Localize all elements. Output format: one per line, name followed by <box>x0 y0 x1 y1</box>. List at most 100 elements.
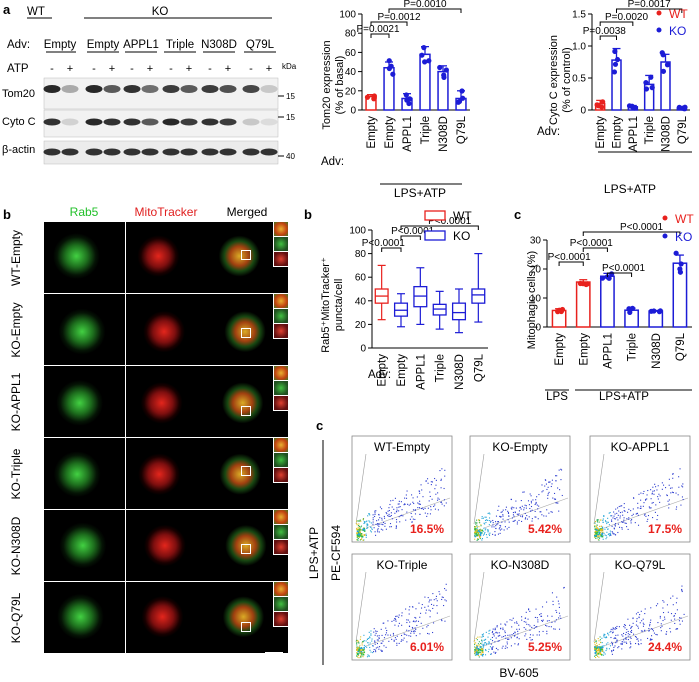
flow-event <box>440 501 442 503</box>
band <box>61 148 79 156</box>
cytoc-group-label: LPS+ATP <box>604 182 656 196</box>
flow-event <box>610 636 612 639</box>
box-ytick-label: 100 <box>349 226 366 237</box>
flow-event <box>546 509 548 511</box>
flow-event <box>634 635 637 638</box>
flow-event <box>635 642 637 645</box>
flow-event <box>492 519 494 522</box>
flow-event <box>596 521 599 523</box>
flow-event <box>359 535 362 537</box>
flow-event <box>681 590 683 593</box>
flow-event <box>417 507 419 509</box>
flow-event <box>550 485 552 488</box>
flow-event <box>475 652 478 654</box>
flow-event <box>508 515 510 517</box>
band <box>85 148 103 156</box>
flow-event <box>609 533 611 536</box>
atp-sign: - <box>130 63 134 75</box>
flow-event <box>356 520 358 522</box>
flow-event <box>508 638 510 640</box>
flow-event <box>382 529 384 531</box>
band <box>162 118 180 126</box>
flow-event <box>387 634 389 636</box>
band <box>103 85 121 93</box>
flow-event <box>523 507 525 509</box>
flow-event <box>408 625 411 628</box>
flow-event <box>436 600 438 602</box>
flow-event <box>535 608 537 610</box>
flow-event <box>497 640 499 642</box>
flow-event <box>442 596 444 599</box>
flow-event <box>365 521 367 523</box>
flow-event <box>383 515 385 518</box>
flow-event <box>598 536 600 538</box>
mitophagic-bar-chart: Mitophagic cells (%) LPS LPS+ATP 0102030… <box>526 222 692 403</box>
flow-event <box>632 497 635 499</box>
flow-event <box>615 508 617 510</box>
flow-event <box>650 635 653 637</box>
flow-event <box>358 520 360 522</box>
adv-group-1: Empty <box>87 39 120 51</box>
flow-event <box>603 532 605 534</box>
flow-event <box>514 643 516 645</box>
flow-event <box>436 499 439 501</box>
flow-event <box>382 622 384 624</box>
flow-event <box>359 519 361 521</box>
flow-event <box>498 632 500 634</box>
flow-event <box>398 506 400 508</box>
flow-event <box>385 627 387 629</box>
flow-event <box>403 504 405 506</box>
flow-event <box>365 533 367 535</box>
flow-event <box>424 596 426 598</box>
flow-event <box>489 521 492 523</box>
flow-event <box>507 512 510 514</box>
flow-event <box>407 619 409 621</box>
flow-event <box>377 528 379 530</box>
flow-event <box>662 619 664 622</box>
tom20-ylabel-line1: Tom20 expression <box>321 40 333 129</box>
flow-event <box>388 509 390 512</box>
flow-event <box>504 623 506 625</box>
flow-event <box>395 638 397 640</box>
flow-event <box>476 529 478 531</box>
flow-event <box>395 527 397 529</box>
merged-inset <box>273 381 288 396</box>
flow-event <box>497 635 499 637</box>
tom20-point <box>455 99 461 105</box>
flow-event <box>599 639 601 641</box>
flow-event <box>491 636 493 639</box>
flow-event <box>556 475 558 477</box>
flow-event <box>484 642 486 644</box>
micro-header-mitotracker: MitoTracker <box>135 205 198 219</box>
adv-group-labels: Empty Empty APPL1 Triple N308D Q79L <box>44 39 276 53</box>
flow-event <box>474 646 476 648</box>
flow-event <box>621 643 623 645</box>
flow-event <box>483 643 485 645</box>
flow-event <box>432 607 434 610</box>
flow-event <box>477 531 480 534</box>
flow-event <box>474 531 476 534</box>
box-ylabel-line1: Rab5⁺MitoTracker⁺ <box>320 257 332 353</box>
flow-event <box>496 524 498 526</box>
tom20-point <box>390 71 396 77</box>
tom20-ytick-label: 40 <box>345 67 357 78</box>
flow-event <box>655 504 657 506</box>
flow-event <box>605 538 607 540</box>
flow-gate-line <box>483 497 569 529</box>
flow-event <box>372 523 374 525</box>
flow-gate-line <box>355 453 367 525</box>
flow-event <box>369 514 371 516</box>
flow-event <box>356 527 358 529</box>
flow-event <box>609 532 612 534</box>
flow-event <box>415 628 417 630</box>
flow-event <box>378 525 380 527</box>
flow-event <box>368 513 370 515</box>
flow-event <box>628 518 630 520</box>
flow-event <box>613 527 615 529</box>
flow-event <box>378 646 381 648</box>
mito-ylabel: Mitophagic cells (%) <box>526 251 538 349</box>
flow-event <box>360 653 363 655</box>
flow-event <box>651 638 653 641</box>
flow-event <box>608 524 610 526</box>
flow-event <box>614 517 616 520</box>
